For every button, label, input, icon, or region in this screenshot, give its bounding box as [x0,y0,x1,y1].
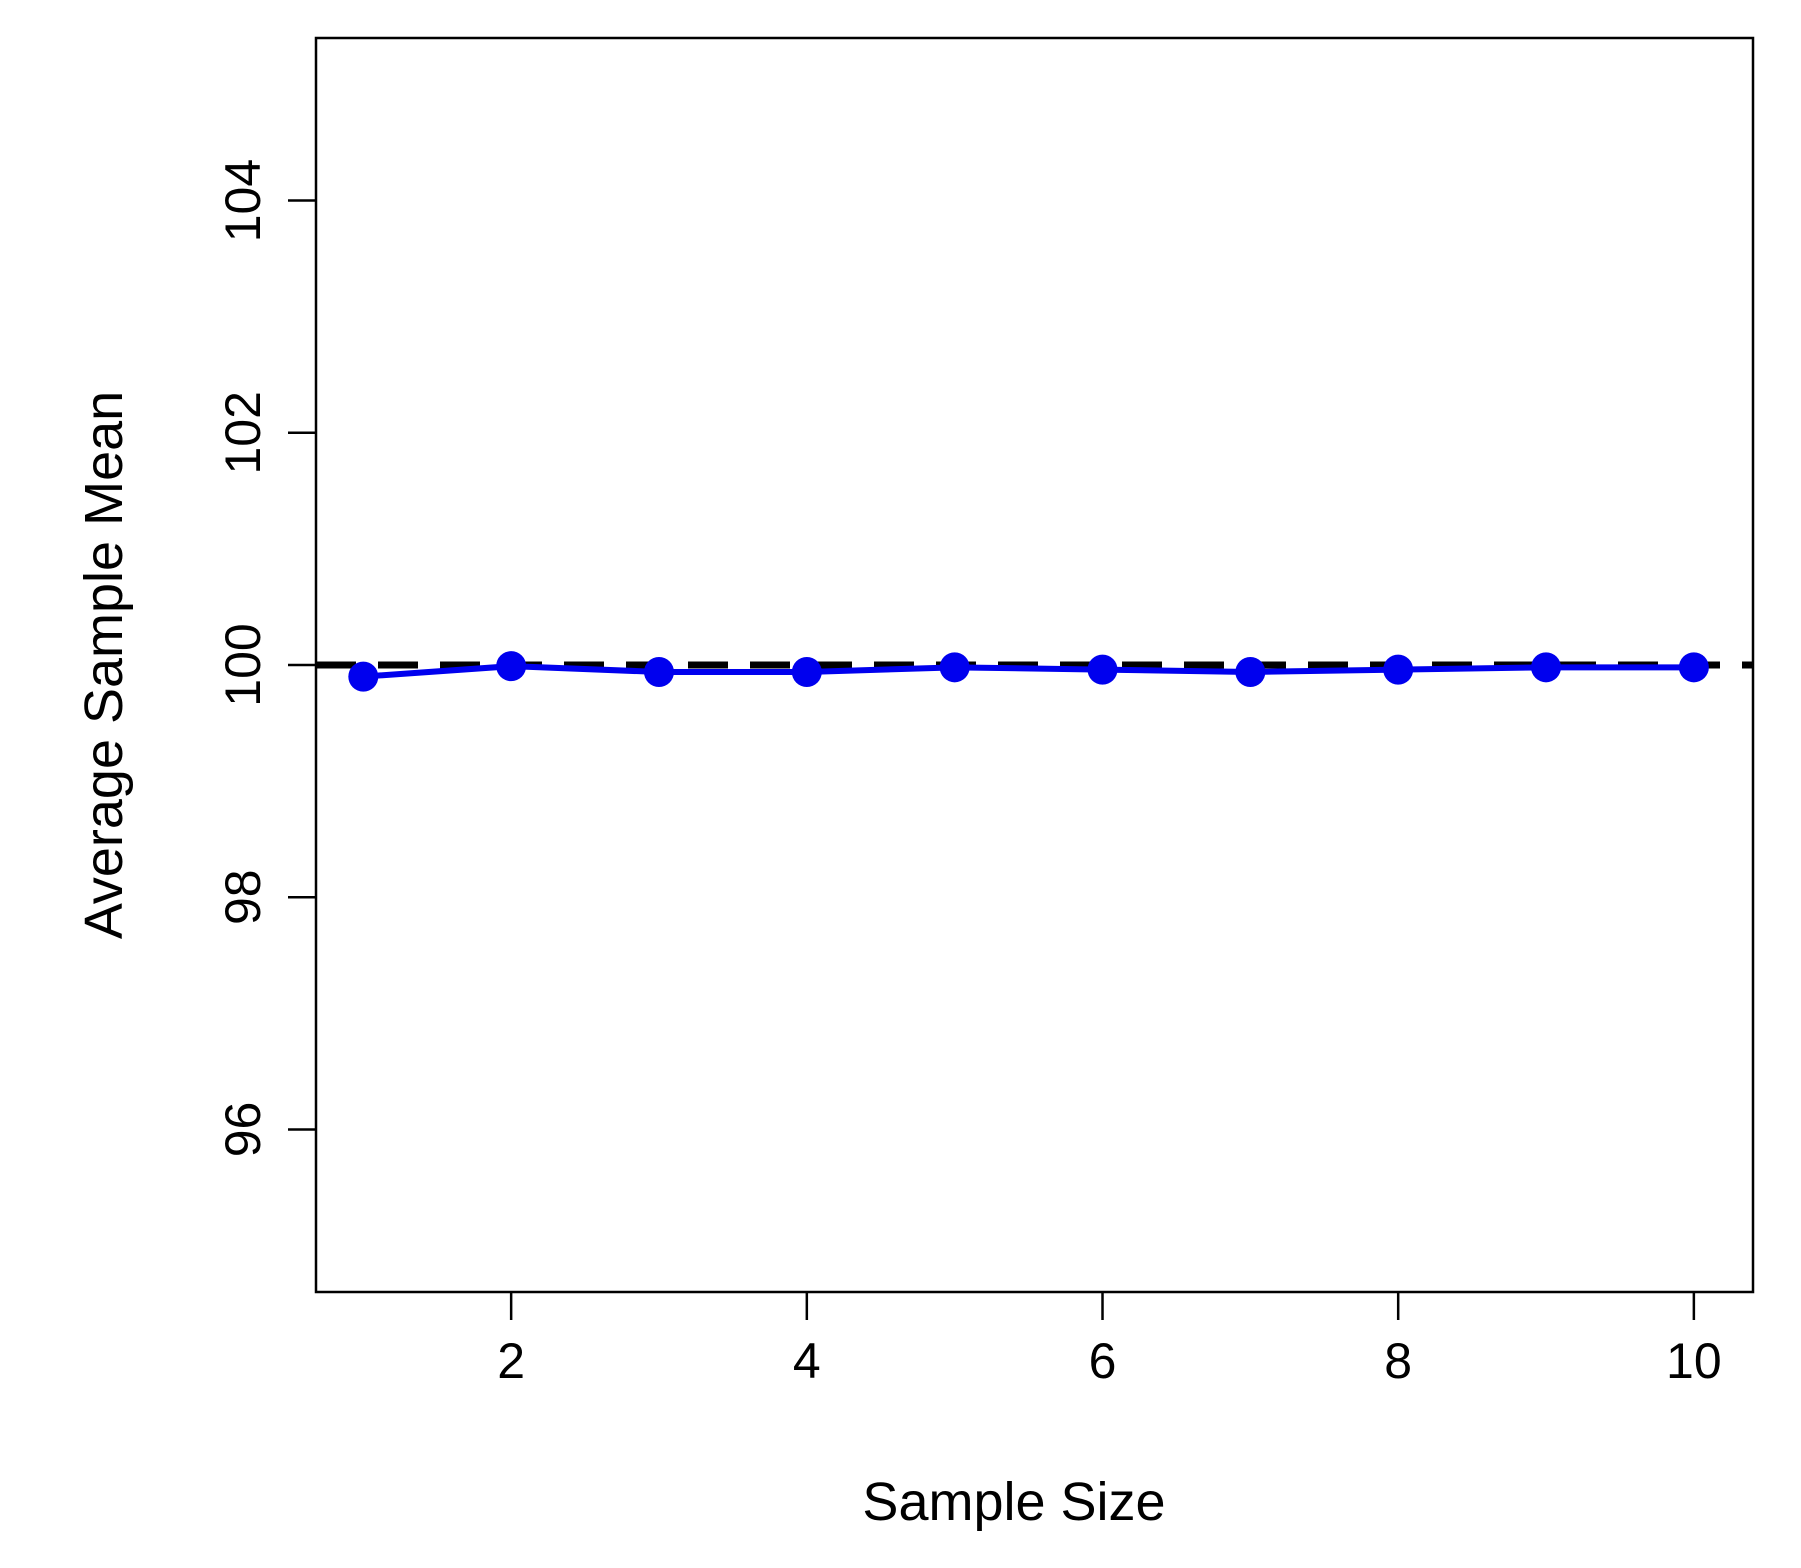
y-tick-label: 104 [215,159,271,242]
x-tick-label: 8 [1384,1333,1412,1389]
data-point [939,652,970,683]
y-axis-title: Average Sample Mean [74,391,134,939]
y-axis: 96 98 100 102 104 [215,159,316,1157]
data-point [791,656,822,687]
x-tick-label: 10 [1666,1333,1722,1389]
series-layer [363,663,1694,680]
x-tick-label: 6 [1089,1333,1117,1389]
y-tick-label: 96 [215,1102,271,1158]
x-tick-label: 2 [497,1333,525,1389]
x-tick-label: 4 [793,1333,821,1389]
y-tick-label: 100 [215,623,271,706]
data-point [1235,656,1266,687]
data-point [1531,652,1562,683]
data-point [496,651,527,682]
data-point [348,661,379,692]
point-layer [348,651,1709,692]
data-point [1678,652,1709,683]
data-point [643,656,674,687]
data-point [1383,654,1414,685]
data-point [1087,654,1118,685]
y-tick-label: 98 [215,869,271,925]
y-tick-label: 102 [215,391,271,474]
x-axis: 2 4 6 8 10 [497,1292,1722,1389]
x-axis-title: Sample Size [862,1472,1165,1532]
series-line [363,663,1694,680]
